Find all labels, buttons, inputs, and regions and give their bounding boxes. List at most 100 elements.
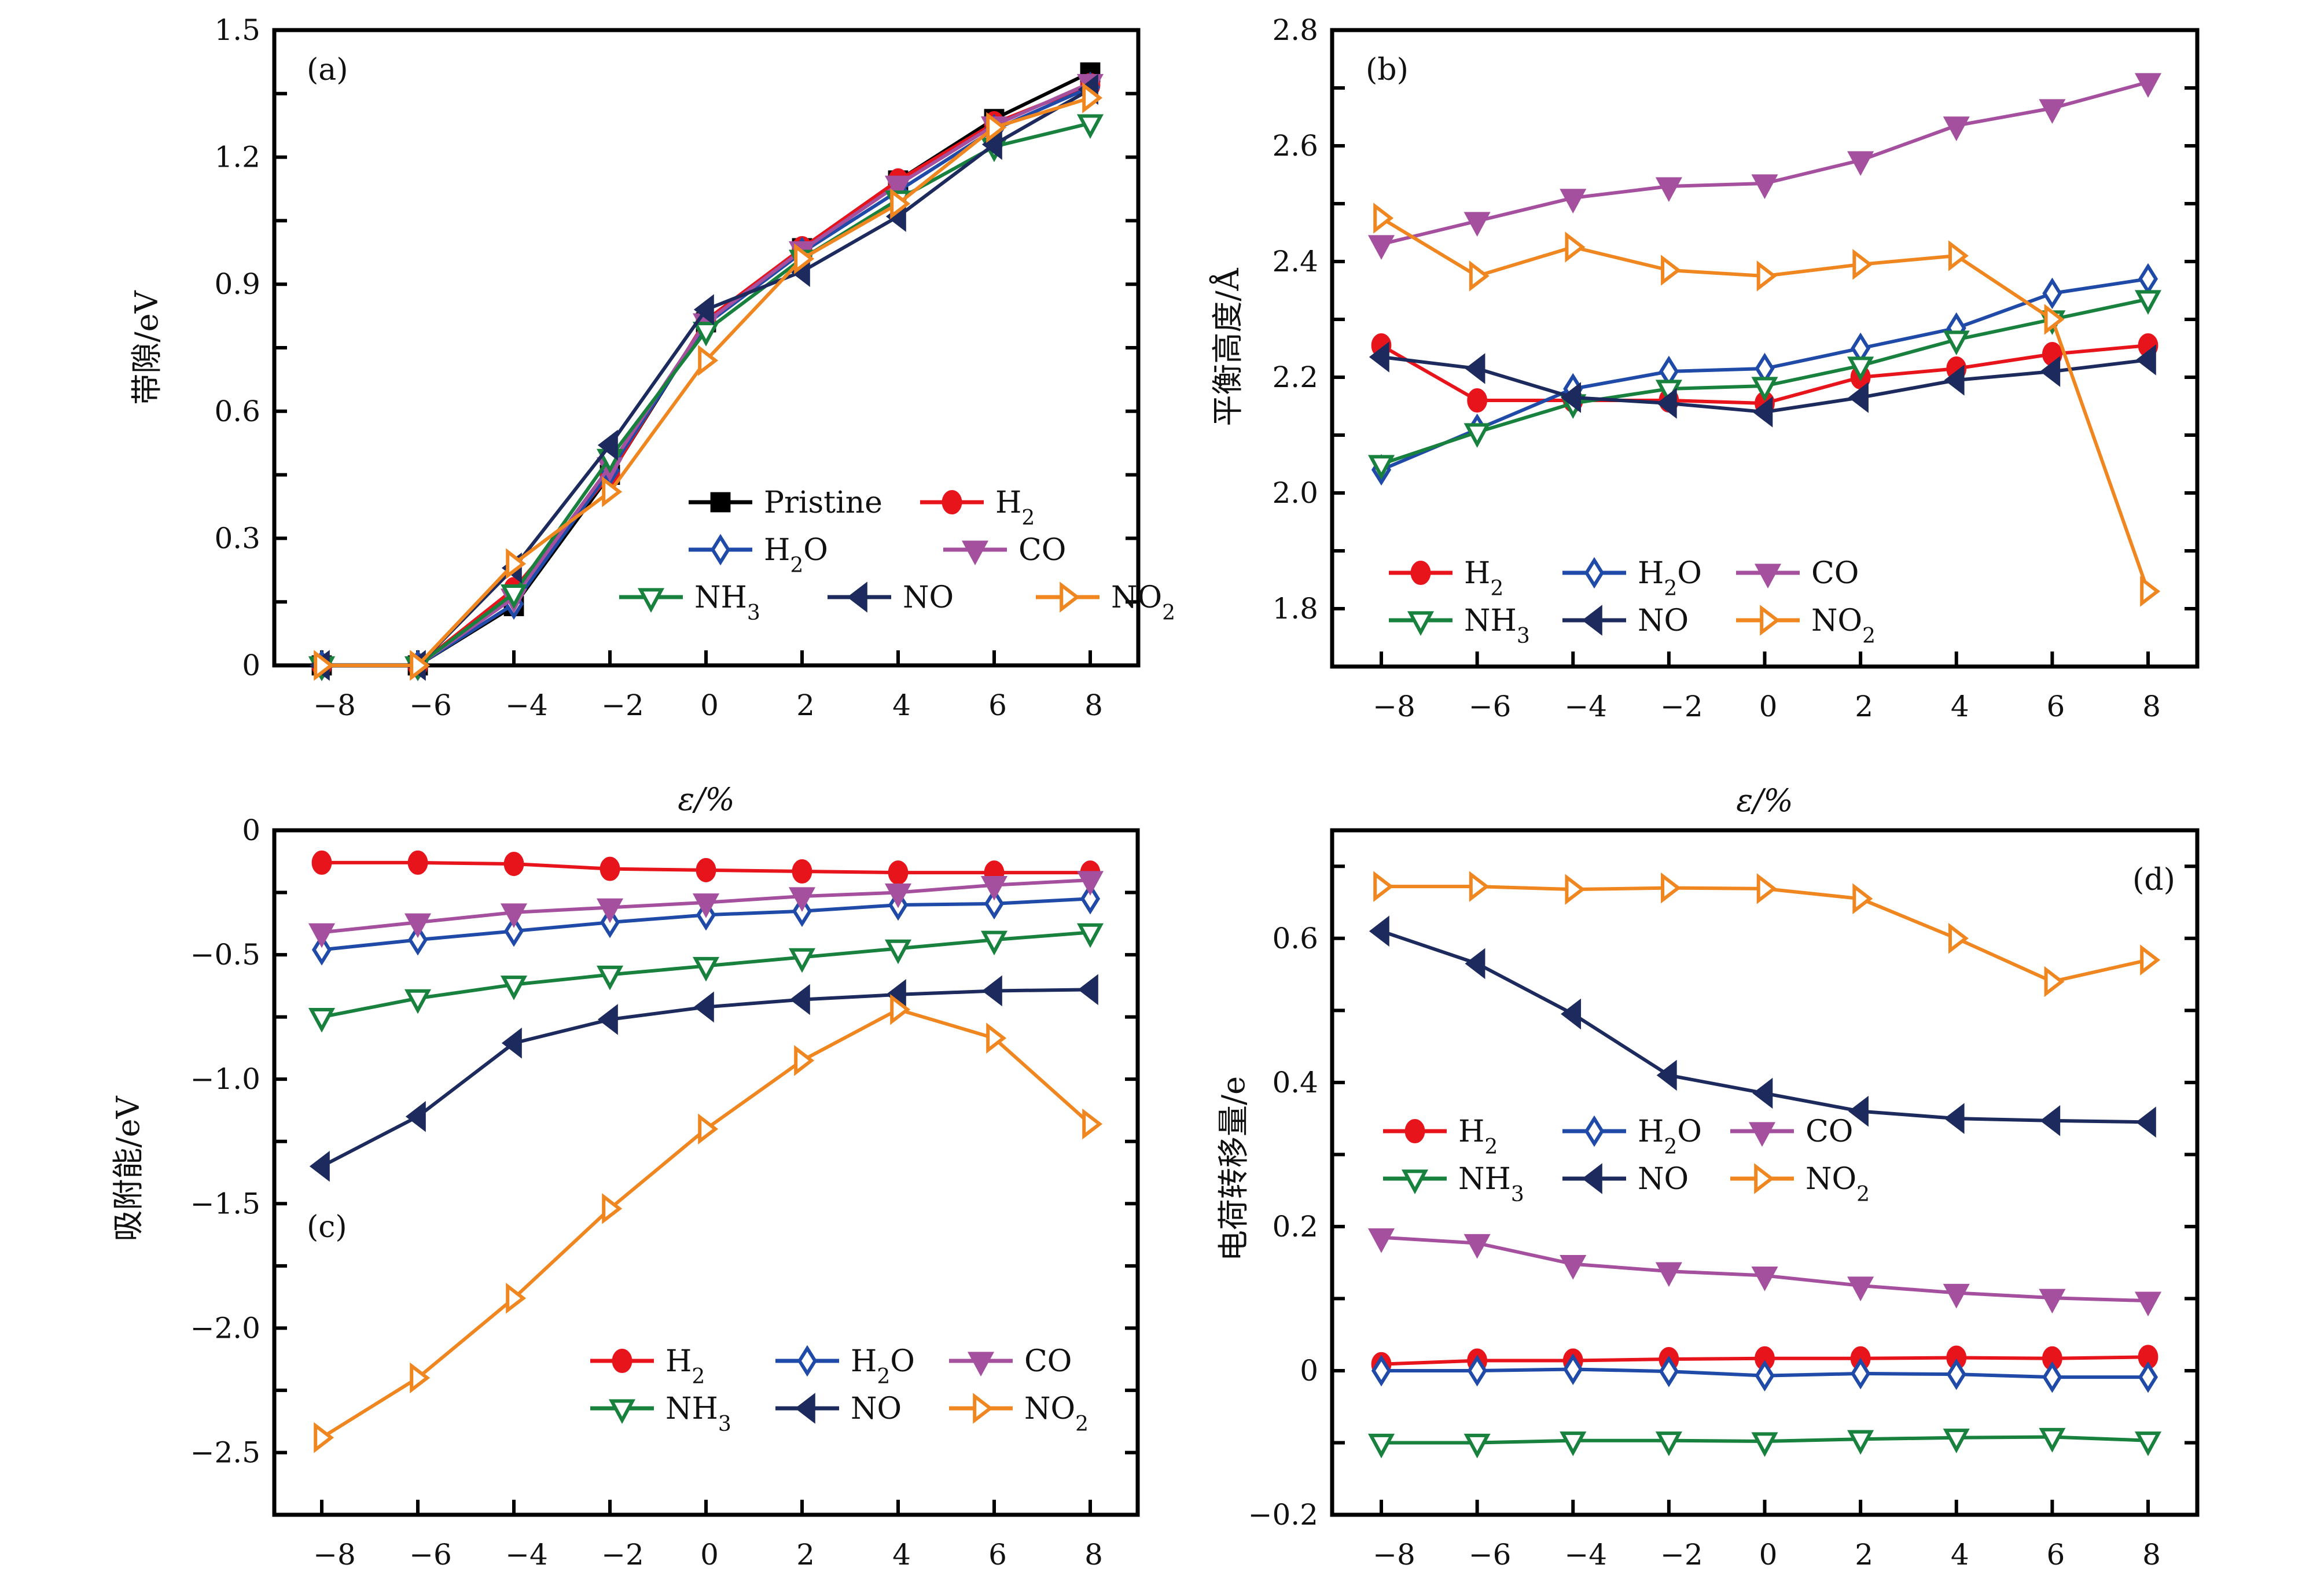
y-tick-label: 0.6 [1272, 922, 1318, 955]
data-point [311, 850, 332, 875]
data-point [1465, 948, 1485, 980]
legend-label: NO [851, 1392, 902, 1426]
data-point [596, 965, 624, 991]
data-point [1848, 382, 1869, 413]
legend-label: NH3 [1464, 603, 1530, 648]
data-point [1469, 871, 1490, 902]
data-point [2039, 1289, 2066, 1314]
series-line [322, 87, 1091, 667]
x-tick-label: −8 [1373, 690, 1415, 723]
legend-label: H2 [1464, 556, 1503, 601]
data-point [506, 1282, 527, 1314]
x-axis-label: ε/% [678, 781, 734, 818]
legend-item-co: CO [949, 1344, 1072, 1379]
x-tick-label: 4 [892, 689, 911, 722]
data-point [888, 860, 909, 885]
legend-item-pristine: Pristine [689, 485, 882, 520]
data-point [1948, 240, 1969, 271]
data-point [501, 1028, 522, 1059]
data-point [884, 175, 912, 201]
series-nh3 [1367, 290, 2162, 480]
data-point [1469, 260, 1490, 292]
series-h2 [311, 850, 1101, 885]
legend-label: NO2 [1805, 1162, 1870, 1206]
legend: H2 H2O CO NH3 NO NO2 [590, 1344, 1089, 1436]
data-point [410, 1362, 431, 1394]
data-point [980, 876, 1008, 901]
legend-marker [1401, 1169, 1429, 1195]
data-point [597, 1004, 618, 1035]
series-no2 [1373, 203, 2161, 607]
data-point [1655, 1262, 1682, 1287]
legend: Pristine H2 H2O CO NH3 NO NO2 [619, 485, 1175, 625]
y-axis-label: 带隙/eV [128, 290, 165, 404]
data-point [308, 923, 336, 948]
legend-item-h2o: H2O [1562, 556, 1702, 601]
series-co [308, 871, 1104, 948]
x-tick-label: 2 [1855, 690, 1873, 723]
data-point [693, 294, 714, 325]
legend-item-no: NO [775, 1392, 902, 1426]
series-no [1369, 341, 2156, 428]
data-point [2138, 1361, 2158, 1393]
panel-label: (c) [307, 1210, 347, 1245]
data-point [794, 1045, 815, 1076]
data-point [2044, 966, 2065, 998]
data-point [1661, 872, 1682, 904]
data-point [698, 1113, 719, 1144]
legend-item-h2: H2 [590, 1344, 705, 1389]
x-tick-label: 6 [2046, 1538, 2065, 1571]
data-point [1756, 873, 1777, 904]
series-line [322, 81, 1091, 667]
chart-panel-a: −8 −6 −4 −2 0 2 4 6 8 0 0.3 0.6 0.9 1.2 1.5 ε/% 带隙/eV (a)… [128, 13, 1175, 818]
legend-label: H2 [995, 485, 1035, 530]
series-line [322, 83, 1091, 667]
data-point [788, 948, 816, 973]
series-no [309, 974, 1098, 1182]
y-tick-label: 0.6 [214, 395, 260, 428]
panel-label: (d) [2132, 863, 2175, 897]
x-tick-label: −2 [601, 689, 644, 722]
legend-marker [710, 492, 731, 513]
x-tick-label: 8 [1084, 1538, 1103, 1571]
series-line [321, 1007, 1091, 1440]
legend-marker [1754, 1163, 1775, 1194]
legend-marker [797, 1345, 818, 1377]
series-nh3 [1367, 1427, 2162, 1459]
data-point [1369, 341, 1389, 373]
data-point [890, 188, 911, 219]
data-point [1082, 1108, 1103, 1140]
y-tick-label: 2.4 [1272, 245, 1318, 278]
data-point [980, 930, 1008, 956]
data-point [1943, 116, 1970, 142]
legend-marker [1582, 605, 1602, 636]
legend-item-nh3: NH3 [590, 1392, 731, 1436]
x-tick-label: 6 [2046, 690, 2065, 723]
data-point [789, 984, 810, 1015]
legend-marker [1060, 581, 1080, 613]
data-point [1560, 1255, 1587, 1280]
data-point [1367, 1228, 1395, 1253]
data-point [1943, 1283, 1970, 1309]
y-tick-label: 0.4 [1272, 1066, 1318, 1099]
legend-marker [795, 1393, 815, 1424]
x-tick-label: 8 [2142, 1538, 2161, 1571]
data-point [1561, 998, 1582, 1030]
data-point [1948, 923, 1969, 954]
data-point [2040, 1105, 2061, 1136]
y-tick-label: 2.8 [1272, 13, 1318, 47]
x-tick-label: −4 [505, 689, 548, 722]
legend-label: Pristine [764, 485, 882, 520]
legend-label: H2O [1638, 556, 1702, 601]
series-nh3 [308, 923, 1104, 1033]
data-point [1560, 189, 1587, 214]
legend-item-h2: H2 [1389, 556, 1503, 601]
data-point [692, 322, 720, 347]
y-tick-label: 2.2 [1272, 360, 1318, 394]
legend-marker [1754, 564, 1782, 589]
x-tick-label: −2 [601, 1538, 644, 1571]
legend-item-no2: NO2 [1730, 1162, 1870, 1206]
data-point [596, 898, 624, 923]
legend-marker [1584, 1115, 1605, 1147]
data-point [1565, 231, 1586, 263]
